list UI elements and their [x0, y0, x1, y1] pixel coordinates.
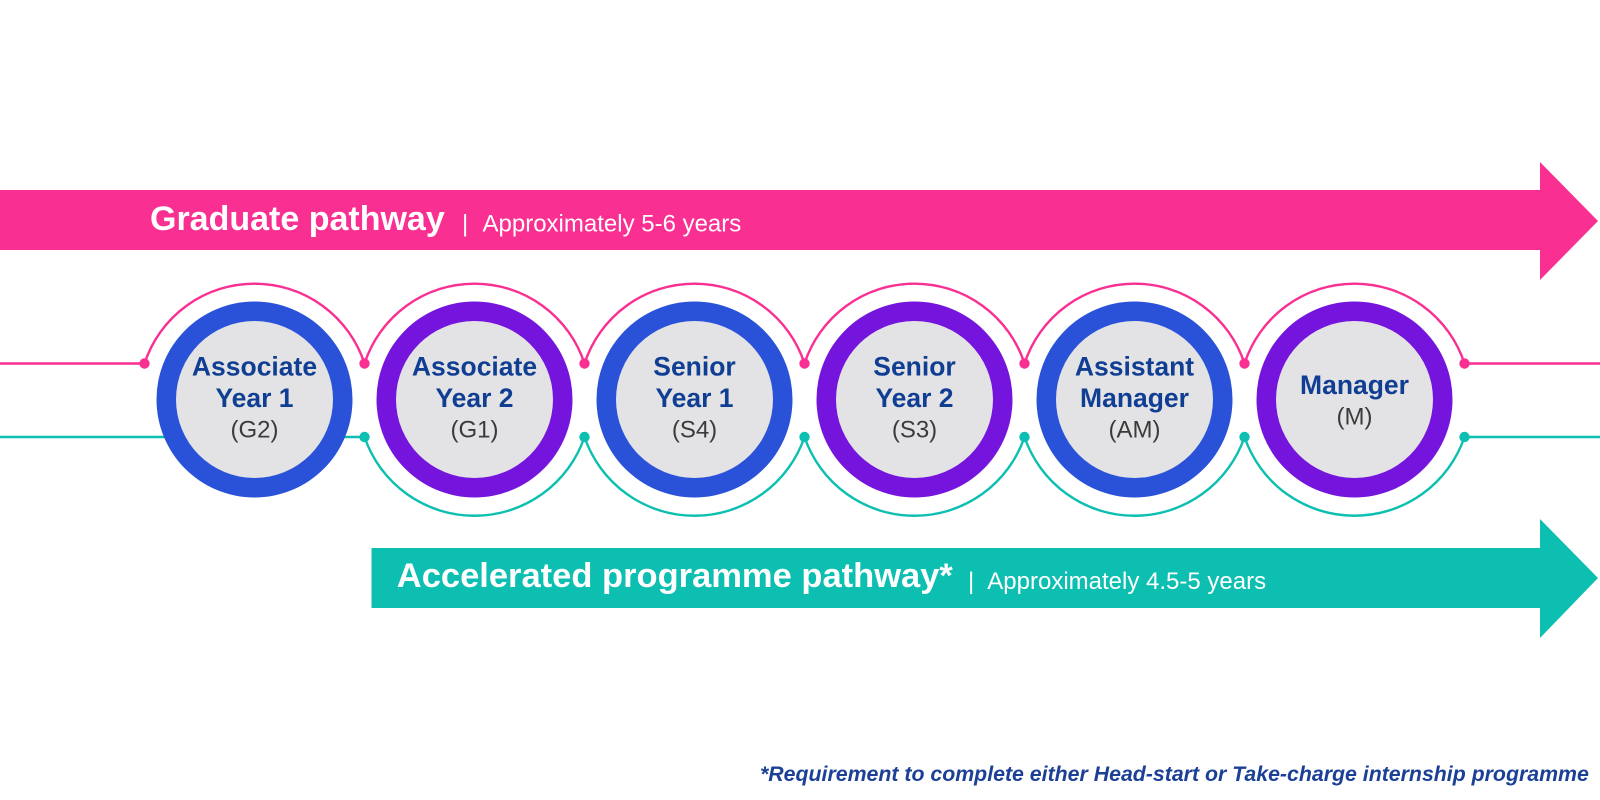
svg-text:Approximately 4.5-5 years: Approximately 4.5-5 years [987, 568, 1266, 595]
svg-text:Approximately 5-6 years: Approximately 5-6 years [483, 211, 742, 238]
svg-text:Manager: Manager [1300, 370, 1409, 400]
svg-text:|: | [462, 211, 468, 238]
svg-text:(S3): (S3) [892, 417, 937, 444]
svg-text:Senior: Senior [653, 352, 735, 382]
svg-text:Year 2: Year 2 [435, 383, 513, 413]
svg-text:Senior: Senior [873, 352, 955, 382]
svg-text:(S4): (S4) [672, 417, 717, 444]
svg-text:*Requirement to complete eithe: *Requirement to complete either Head-sta… [760, 762, 1589, 786]
svg-text:Associate: Associate [412, 352, 537, 382]
svg-text:(G1): (G1) [451, 417, 499, 444]
svg-text:Graduate pathway: Graduate pathway [150, 200, 445, 238]
svg-text:Year 1: Year 1 [655, 383, 733, 413]
svg-text:Year 1: Year 1 [215, 383, 293, 413]
svg-text:(G2): (G2) [231, 417, 279, 444]
svg-text:Manager: Manager [1080, 383, 1189, 413]
svg-text:|: | [968, 568, 974, 595]
svg-text:(AM): (AM) [1109, 417, 1161, 444]
svg-text:Accelerated programme pathway*: Accelerated programme pathway* [397, 557, 954, 595]
svg-text:Year 2: Year 2 [875, 383, 953, 413]
svg-text:(M): (M) [1337, 404, 1373, 431]
svg-text:Assistant: Assistant [1075, 352, 1194, 382]
svg-text:Associate: Associate [192, 352, 317, 382]
